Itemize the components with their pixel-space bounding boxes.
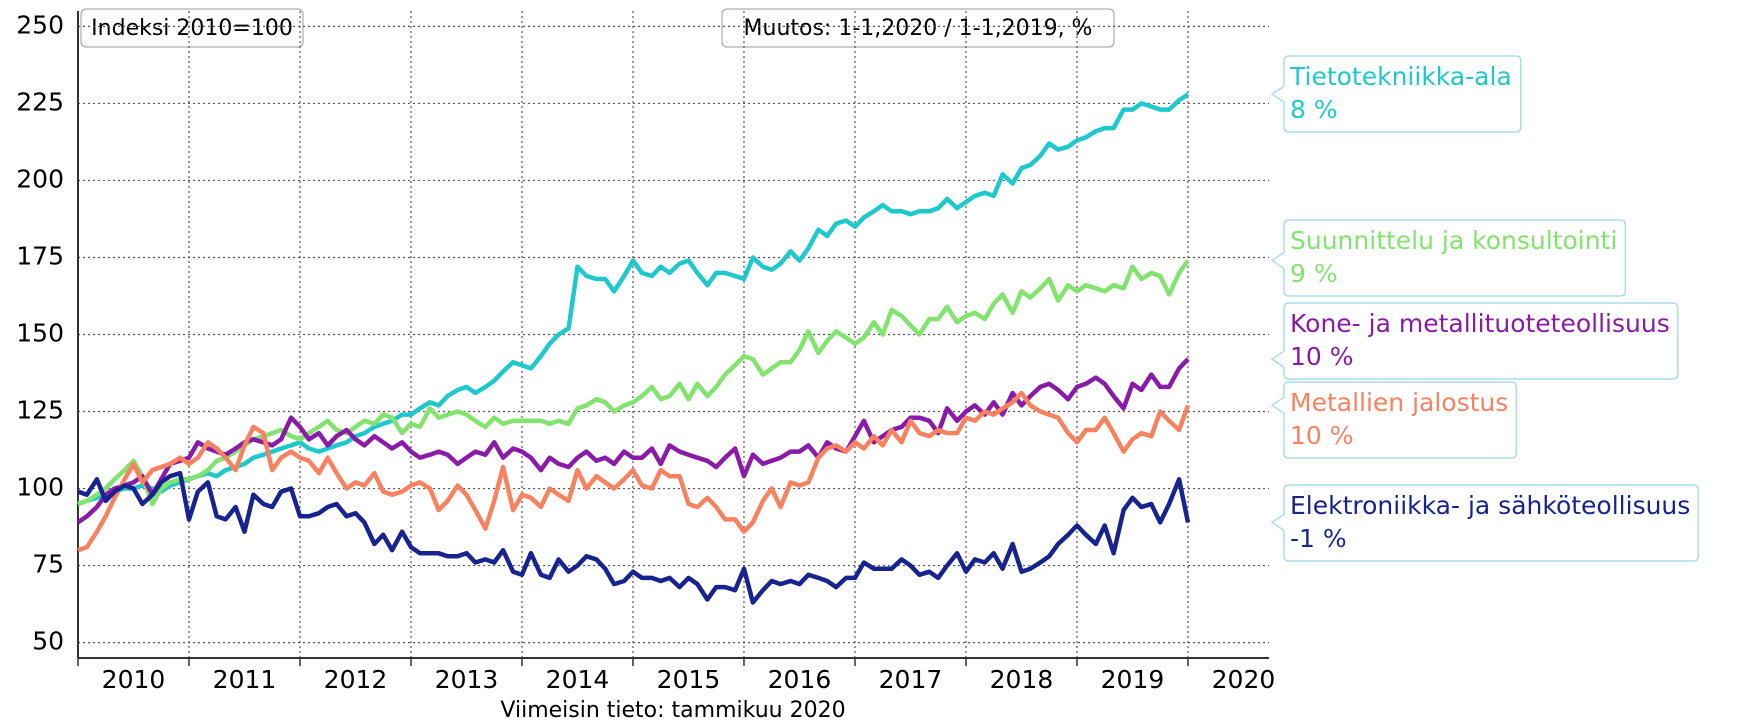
label-box [1270,302,1679,380]
annotation: Indeksi 2010=100 [91,16,293,41]
legend-name: Kone- ja metallituoteteollisuus [1290,309,1670,338]
y-tick-label: 100 [16,473,64,502]
y-tick-label: 250 [16,10,64,39]
legend-name: Elektroniikka- ja sähköteollisuus [1290,491,1690,520]
x-tick-label: 2010 [102,665,166,694]
x-tick-label: 2016 [768,665,832,694]
label-box [1270,55,1522,133]
x-tick-label: 2018 [990,665,1054,694]
x-tick-label: 2020 [1212,665,1276,694]
label-box [1270,219,1627,297]
series-line [77,92,1190,507]
y-tick-label: 150 [16,319,64,348]
y-tick-label: 75 [32,550,64,579]
x-tick-label: 2015 [657,665,721,694]
x-tick-label: 2013 [435,665,499,694]
series-line [77,470,1191,605]
legend-change: 10 % [1290,342,1354,371]
annotation-box [721,8,1115,48]
x-tick-label: 2011 [213,665,277,694]
legend-change: 9 % [1290,259,1338,288]
y-tick-label: 125 [16,396,64,425]
legend-name: Metallien jalostus [1290,388,1508,417]
legend-change: 10 % [1290,421,1354,450]
label-box [1270,381,1518,459]
series-label: Metallien jalostus 10 % [1270,381,1518,459]
annotation: Muutos: 1-1,2020 / 1-1,2019, % [744,16,1093,41]
annotation-box [80,8,304,48]
series-label: Elektroniikka- ja sähköteollisuus -1 % [1270,484,1700,562]
y-tick-label: 50 [32,627,64,656]
series-line [77,390,1191,553]
series-label: Tietotekniikka-ala 8 % [1270,55,1522,133]
series-label: Kone- ja metallituoteteollisuus 10 % [1270,302,1679,380]
series-label: Suunnittelu ja konsultointi 9 % [1270,219,1627,297]
label-box [1270,484,1700,562]
x-tick-label: 2014 [546,665,610,694]
legend-name: Tietotekniikka-ala [1289,62,1512,91]
y-tick-label: 225 [16,87,64,116]
legend-change: -1 % [1290,524,1347,553]
x-tick-label: 2012 [324,665,388,694]
y-tick-label: 200 [16,164,64,193]
legend-change: 8 % [1290,95,1338,124]
x-tick-label: 2017 [879,665,943,694]
legend-name: Suunnittelu ja konsultointi [1290,226,1617,255]
footer: Viimeisin tieto: tammikuu 2020 [500,698,845,722]
x-tick-label: 2019 [1101,665,1165,694]
y-tick-label: 175 [16,241,64,270]
